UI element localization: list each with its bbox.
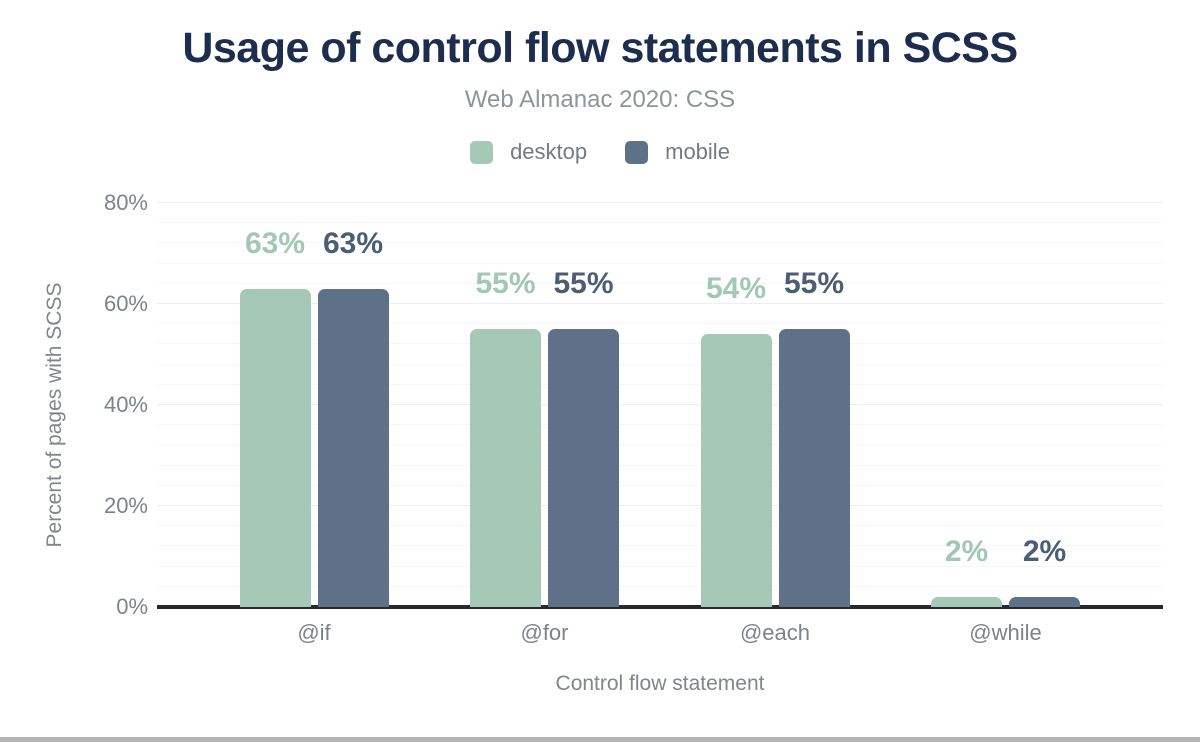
- gridline: [157, 383, 1163, 385]
- gridline: [157, 242, 1163, 244]
- bar-col-desktop: 63%: [239, 203, 311, 607]
- gridline: [157, 585, 1163, 587]
- gridline: [157, 424, 1163, 426]
- gridline: [157, 282, 1163, 284]
- gridline: [157, 404, 1163, 405]
- bar-value-desktop-if: 63%: [244, 226, 306, 260]
- bar-group-if: 63% 63% @if: [239, 203, 389, 645]
- gridline: [157, 303, 1163, 304]
- bar-mobile-for[interactable]: [548, 329, 619, 607]
- bar-desktop-each[interactable]: [700, 334, 772, 607]
- bar-group-for: 55% 55% @for: [470, 203, 619, 645]
- x-tick-label-for: @for: [520, 620, 569, 645]
- x-tick-label-each: @each: [739, 620, 811, 645]
- bar-value-desktop-while: 2%: [944, 534, 989, 568]
- bar-group-each: 54% 55% @each: [700, 203, 850, 645]
- y-axis-tick-labels: 0% 20% 40% 60% 80%: [0, 192, 148, 618]
- gridline: [157, 505, 1163, 506]
- gridline: [157, 323, 1163, 325]
- y-tick-label: 40%: [103, 392, 148, 417]
- gridline: [157, 444, 1163, 446]
- gridline: [157, 525, 1163, 527]
- bar-desktop-if[interactable]: [239, 288, 311, 607]
- bar-col-mobile: 55%: [778, 203, 850, 607]
- bar-mobile-each[interactable]: [778, 329, 850, 607]
- bar-value-mobile-for: 55%: [553, 267, 614, 301]
- gridline: [157, 222, 1163, 224]
- bar-desktop-for[interactable]: [470, 329, 541, 607]
- legend-swatch-mobile-icon: [625, 140, 649, 164]
- bar-value-desktop-each: 54%: [705, 272, 767, 306]
- bar-desktop-while[interactable]: [931, 596, 1002, 607]
- bottom-bar: [0, 737, 1200, 742]
- plot-area: 63% 63% @if 55% 55% @for 54% 55% @each 2% 2% @while: [157, 202, 1163, 645]
- x-tick-label-if: @if: [297, 620, 331, 645]
- x-axis-line: [157, 605, 1163, 609]
- gridline: [157, 484, 1163, 486]
- bar-group-while: 2% 2% @while: [931, 203, 1080, 645]
- gridline: [157, 363, 1163, 365]
- legend-swatch-desktop-icon: [470, 140, 494, 164]
- bar-value-mobile-if: 63%: [322, 226, 384, 260]
- bar-mobile-while[interactable]: [1009, 596, 1080, 607]
- x-axis-title: Control flow statement: [555, 672, 765, 695]
- legend-item-desktop: desktop: [470, 139, 587, 165]
- bar-value-mobile-while: 2%: [1022, 534, 1067, 568]
- chart-title: Usage of control flow statements in SCSS: [182, 24, 1018, 72]
- gridline: [157, 545, 1163, 547]
- legend-item-mobile: mobile: [625, 139, 730, 165]
- bar-col-mobile: 2%: [1009, 203, 1080, 607]
- bar-col-mobile: 55%: [548, 203, 619, 607]
- bar-col-mobile: 63%: [317, 203, 389, 607]
- gridline: [157, 464, 1163, 466]
- y-tick-label: 60%: [103, 291, 148, 316]
- legend: desktop mobile: [0, 139, 1200, 165]
- legend-label-desktop: desktop: [510, 139, 588, 164]
- x-tick-label-while: @while: [969, 620, 1042, 645]
- bar-col-desktop: 54%: [700, 203, 772, 607]
- gridline: [157, 202, 1163, 203]
- bar-col-desktop: 55%: [470, 203, 541, 607]
- bar-col-desktop: 2%: [931, 203, 1002, 607]
- gridline: [157, 343, 1163, 345]
- y-tick-label: 20%: [103, 493, 148, 518]
- y-tick-label: 80%: [103, 190, 148, 215]
- y-tick-label: 0%: [116, 594, 148, 619]
- legend-label-mobile: mobile: [665, 139, 730, 164]
- gridline: [157, 565, 1163, 567]
- bar-mobile-if[interactable]: [317, 288, 389, 607]
- chart-subtitle: Web Almanac 2020: CSS: [464, 86, 736, 113]
- gridline: [157, 262, 1163, 264]
- bar-value-desktop-for: 55%: [475, 267, 536, 301]
- bar-value-mobile-each: 55%: [783, 267, 845, 301]
